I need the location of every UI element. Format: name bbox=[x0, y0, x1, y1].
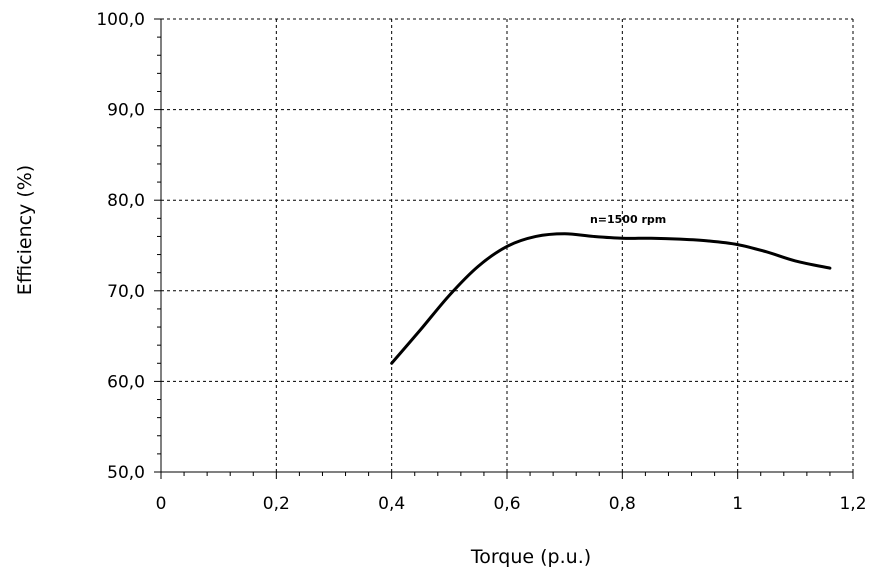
y-tick-label: 50,0 bbox=[107, 463, 145, 483]
x-axis-label: Torque (p.u.) bbox=[470, 546, 591, 568]
y-tick-label: 80,0 bbox=[107, 191, 145, 211]
x-tick-label: 0,8 bbox=[609, 494, 636, 514]
x-tick-label: 1 bbox=[732, 494, 743, 514]
x-tick-label: 0 bbox=[156, 494, 167, 514]
y-tick-label: 100,0 bbox=[96, 10, 145, 30]
y-tick-label: 60,0 bbox=[107, 372, 145, 392]
y-axis-label: Efficiency (%) bbox=[14, 165, 36, 295]
series-layer bbox=[390, 232, 832, 365]
x-tick-label: 1,2 bbox=[839, 494, 866, 514]
x-tick-label: 0,6 bbox=[493, 494, 520, 514]
y-tick-label: 90,0 bbox=[107, 101, 145, 121]
x-tick-label: 0,2 bbox=[263, 494, 290, 514]
grid-layer bbox=[161, 18, 854, 472]
speed-annotation: n=1500 rpm bbox=[590, 213, 666, 226]
x-tick-label: 0,4 bbox=[378, 494, 405, 514]
axis-layer bbox=[154, 18, 854, 479]
efficiency-curve bbox=[390, 232, 832, 365]
y-tick-label: 70,0 bbox=[107, 282, 145, 302]
label-layer: 50,0 60,0 70,0 80,0 90,0 100,0 0 0,2 0,4 0,6 0,8 1 1… bbox=[14, 10, 867, 568]
